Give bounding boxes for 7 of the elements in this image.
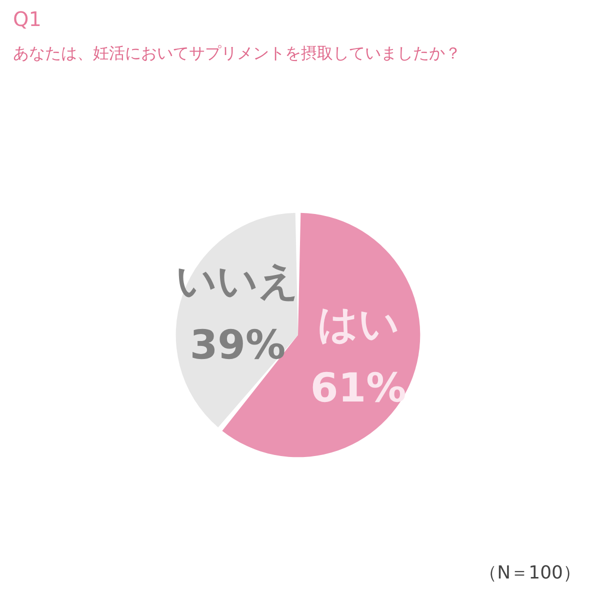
chart-subtitle: あなたは、妊活においてサプリメントを摂取していましたか？ [13, 44, 461, 62]
data-label: 61% [310, 366, 406, 412]
chart-title: Q1 [13, 7, 42, 31]
data-label: 39% [190, 322, 286, 368]
text: （N＝100） [479, 562, 582, 584]
slice-label: いいえ [176, 258, 300, 304]
slice-label: はい [317, 302, 400, 348]
